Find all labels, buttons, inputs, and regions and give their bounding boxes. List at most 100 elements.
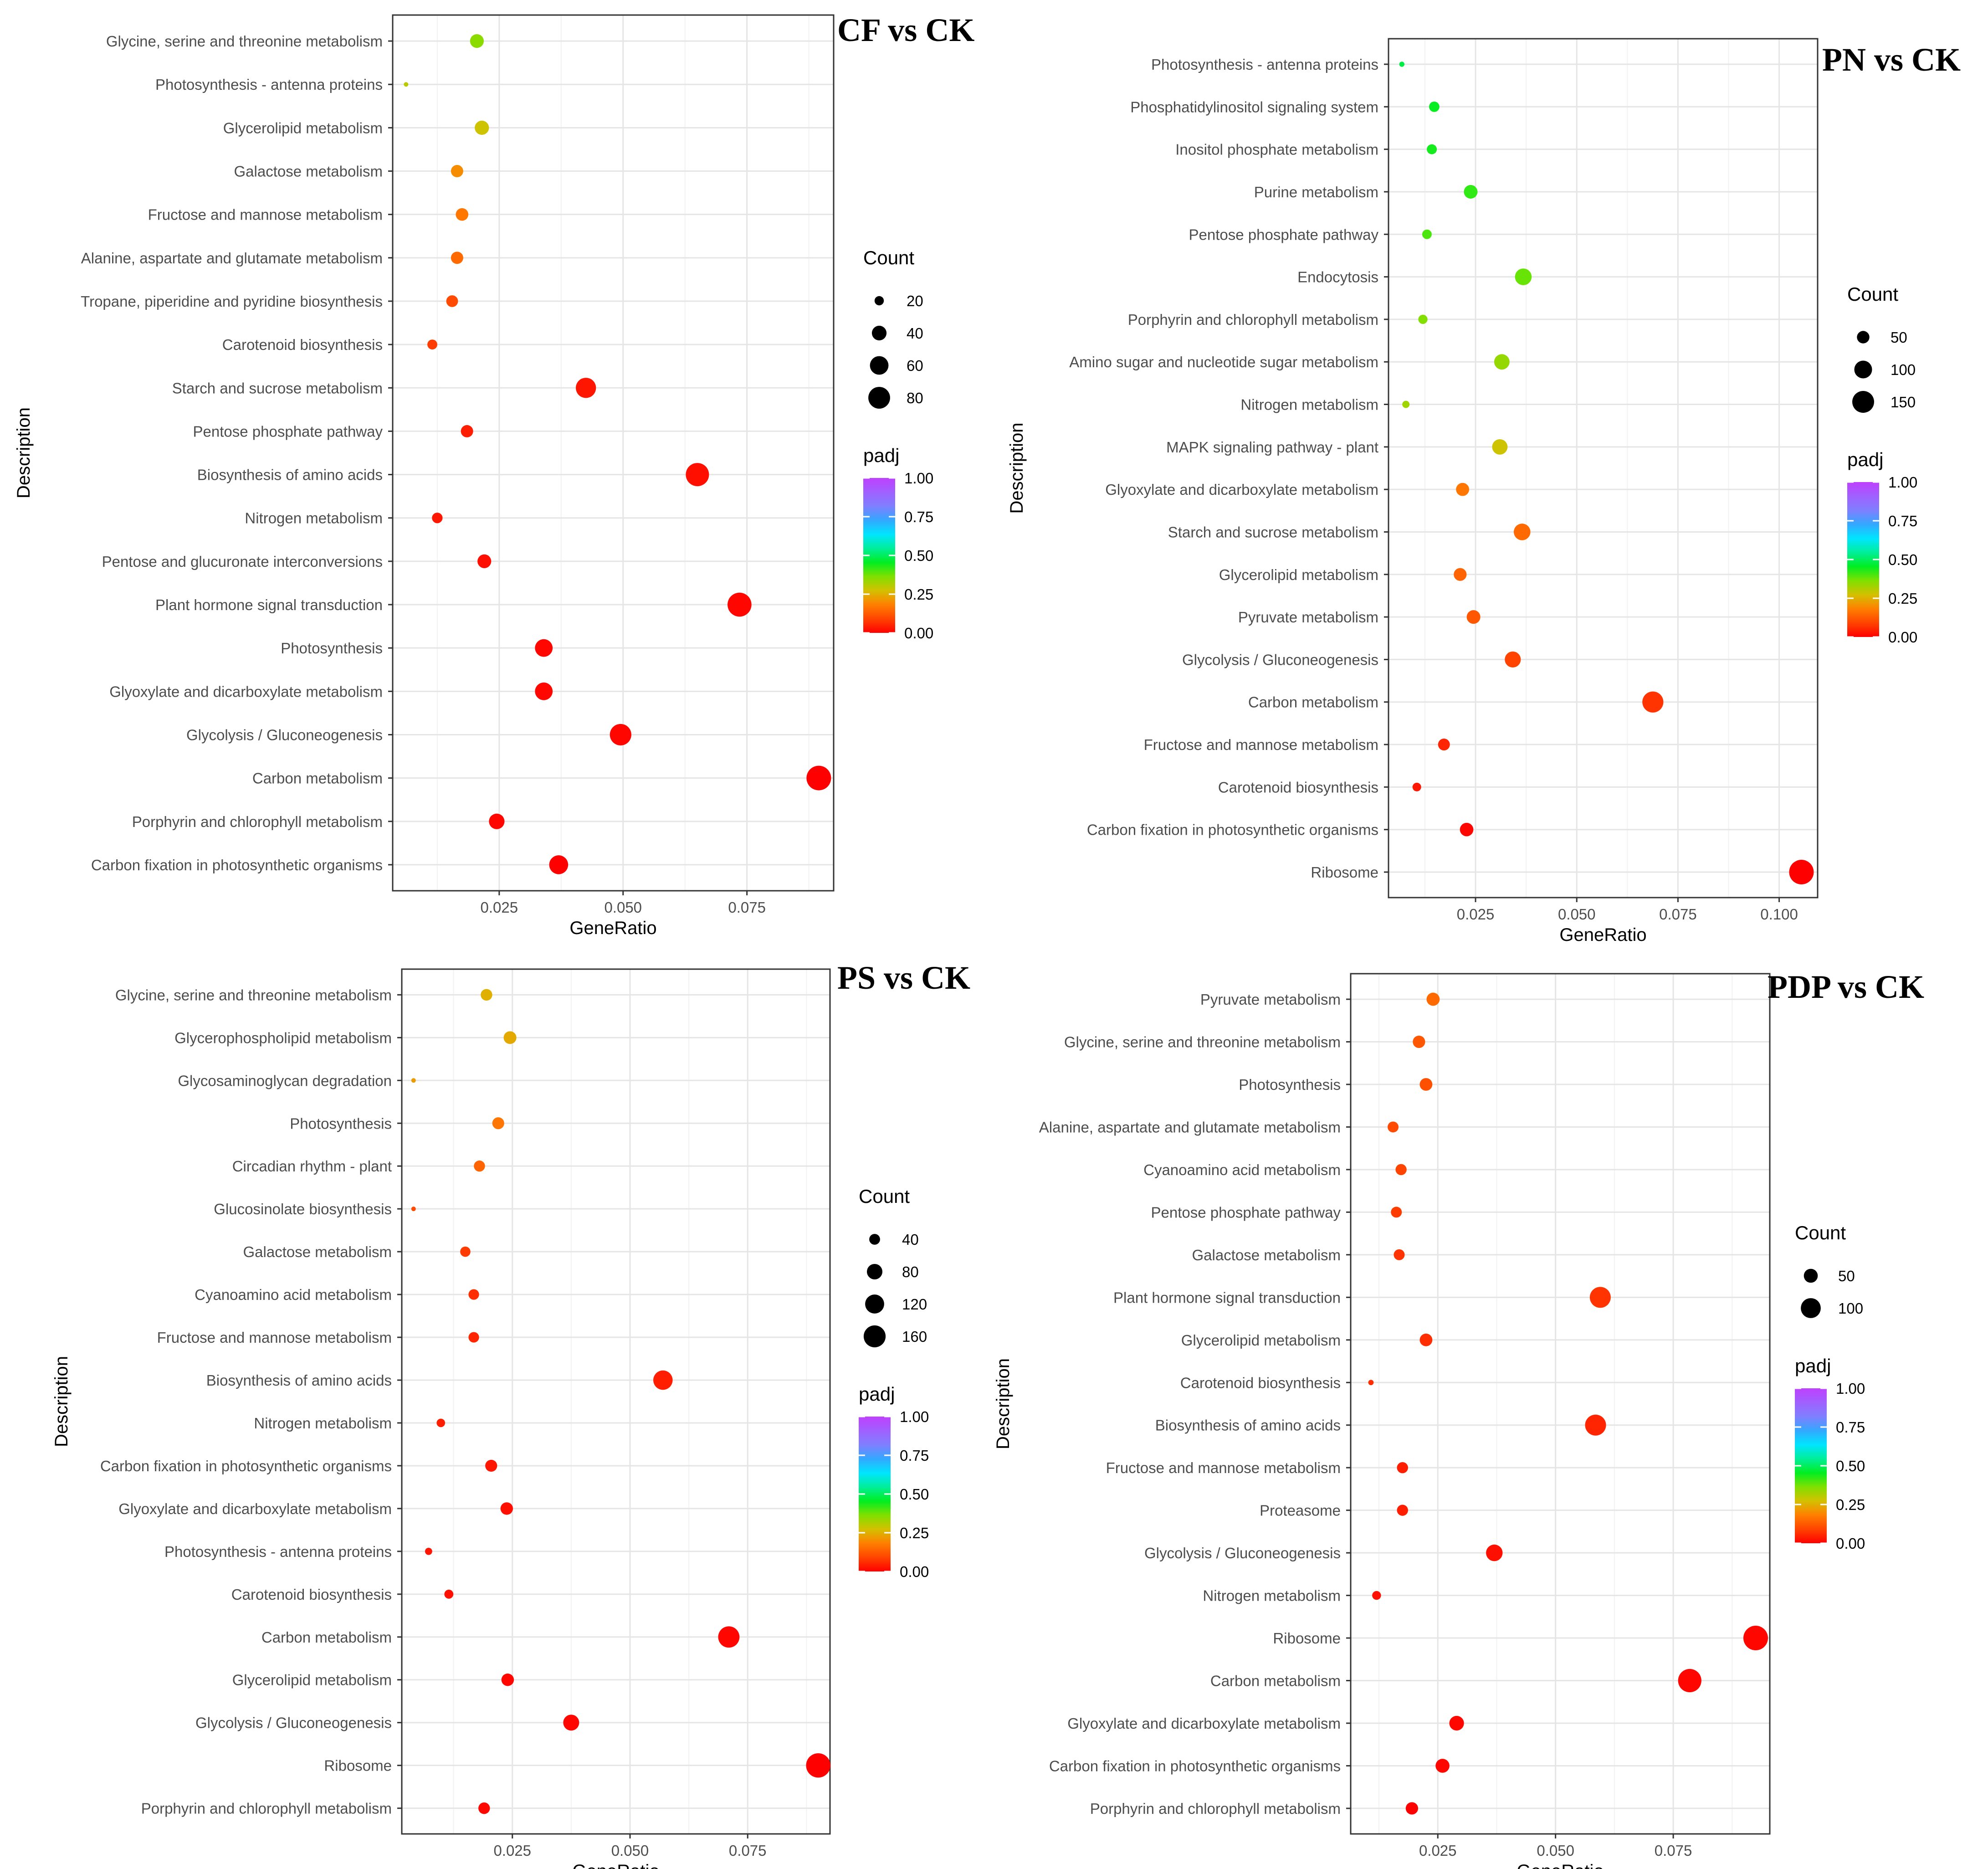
count-legend-dot xyxy=(870,356,889,375)
y-tick-label: Carbon metabolism xyxy=(1210,1673,1341,1689)
data-point xyxy=(1454,568,1467,581)
data-point xyxy=(1394,1249,1405,1260)
y-tick-label: Carotenoid biosynthesis xyxy=(231,1586,392,1603)
x-tick-label: 0.025 xyxy=(1419,1842,1457,1859)
y-tick-label: Phosphatidylinositol signaling system xyxy=(1130,98,1378,115)
data-point xyxy=(468,1289,479,1300)
data-point xyxy=(1395,1164,1407,1176)
data-point xyxy=(475,120,489,135)
data-point xyxy=(1427,144,1437,154)
y-axis-title: Description xyxy=(993,1358,1013,1449)
y-tick-label: Endocytosis xyxy=(1297,269,1378,286)
panel-title: CF vs CK xyxy=(837,12,974,48)
data-point xyxy=(563,1715,579,1731)
padj-legend-label: 1.00 xyxy=(1888,474,1917,491)
count-legend-title: Count xyxy=(1847,283,1898,305)
plot-border xyxy=(1350,973,1771,1835)
data-point xyxy=(1413,1035,1425,1048)
data-point xyxy=(1642,691,1664,713)
count-legend-dot xyxy=(865,1294,884,1314)
y-tick-label: Circadian rhythm - plant xyxy=(232,1158,392,1175)
data-point xyxy=(489,813,505,829)
plot-area xyxy=(393,15,834,891)
y-tick-label: Ribosome xyxy=(1273,1630,1341,1647)
plot-area xyxy=(1351,974,1770,1834)
padj-legend-label: 0.00 xyxy=(904,625,933,642)
data-point xyxy=(404,82,409,87)
y-tick-label: Pentose phosphate pathway xyxy=(193,423,383,440)
y-tick-label: Glycerolipid metabolism xyxy=(223,119,383,136)
y-tick-label: Carbon metabolism xyxy=(252,770,383,787)
y-tick-label: Amino sugar and nucleotide sugar metabol… xyxy=(1069,354,1378,370)
padj-legend-label: 1.00 xyxy=(904,470,933,487)
padj-legend-label: 0.00 xyxy=(1836,1535,1865,1552)
x-tick-label: 0.075 xyxy=(1659,906,1697,923)
padj-legend-label: 0.50 xyxy=(1888,551,1917,568)
data-point xyxy=(653,1370,673,1390)
data-point xyxy=(427,339,437,350)
count-legend-label: 40 xyxy=(907,325,923,342)
panel-title: PS vs CK xyxy=(837,960,970,996)
data-point xyxy=(1492,439,1508,455)
data-point xyxy=(451,252,463,264)
padj-legend-label: 1.00 xyxy=(900,1408,929,1425)
data-point xyxy=(481,989,492,1001)
data-point xyxy=(492,1117,504,1130)
data-point xyxy=(686,463,709,487)
y-tick-label: Glycolysis / Gluconeogenesis xyxy=(1182,651,1378,668)
data-point xyxy=(1460,822,1474,837)
data-point xyxy=(477,554,492,568)
data-point xyxy=(1397,1504,1408,1516)
panel-cf-vs-ck: Glycine, serine and threonine metabolism… xyxy=(14,12,974,938)
data-point xyxy=(503,1031,517,1044)
y-axis-title: Description xyxy=(51,1356,72,1447)
data-point xyxy=(1405,1802,1418,1815)
y-tick-label: Glycerophospholipid metabolism xyxy=(174,1029,392,1046)
y-tick-label: Cyanoamino acid metabolism xyxy=(1143,1161,1341,1178)
y-tick-label: Photosynthesis xyxy=(281,640,383,657)
count-legend-label: 50 xyxy=(1838,1268,1855,1284)
data-point xyxy=(411,1078,416,1083)
count-legend-dot xyxy=(1854,360,1872,379)
y-tick-label: Pyruvate metabolism xyxy=(1238,609,1378,626)
data-point xyxy=(1494,354,1510,370)
y-tick-label: Porphyrin and chlorophyll metabolism xyxy=(1128,311,1378,328)
y-tick-label: Inositol phosphate metabolism xyxy=(1175,141,1378,158)
data-point xyxy=(1456,483,1470,496)
y-tick-label: MAPK signaling pathway - plant xyxy=(1166,439,1378,456)
y-tick-label: Carbon fixation in photosynthetic organi… xyxy=(100,1458,392,1474)
y-tick-label: Galactose metabolism xyxy=(234,163,383,180)
y-tick-label: Glycolysis / Gluconeogenesis xyxy=(195,1715,392,1731)
count-legend-label: 100 xyxy=(1838,1300,1863,1317)
padj-legend-label: 0.50 xyxy=(904,547,933,564)
x-tick-label: 0.075 xyxy=(1655,1842,1692,1859)
y-tick-label: Nitrogen metabolism xyxy=(1203,1587,1341,1604)
x-tick-label: 0.075 xyxy=(729,1842,767,1859)
count-legend-label: 80 xyxy=(907,390,923,406)
panel-pdp-vs-ck: Pyruvate metabolism Glycine, serine and t… xyxy=(993,969,1924,1869)
data-point xyxy=(501,1674,514,1686)
padj-legend-label: 0.25 xyxy=(900,1525,929,1541)
x-tick-label: 0.050 xyxy=(1537,1842,1574,1859)
data-point xyxy=(468,1332,479,1343)
data-point xyxy=(478,1802,490,1814)
padj-legend-label: 0.00 xyxy=(1888,629,1917,646)
data-point xyxy=(1505,651,1521,668)
data-point xyxy=(1589,1287,1611,1308)
data-point xyxy=(474,1160,485,1172)
count-legend-dot xyxy=(869,1234,880,1245)
y-tick-label: Plant hormone signal transduction xyxy=(155,596,383,613)
count-legend-dot xyxy=(874,296,884,306)
y-tick-label: Glycolysis / Gluconeogenesis xyxy=(186,726,383,743)
count-legend-label: 100 xyxy=(1891,361,1916,378)
padj-legend-label: 0.75 xyxy=(904,508,933,525)
data-point xyxy=(575,378,596,398)
data-point xyxy=(461,425,473,437)
y-axis-title: Description xyxy=(14,407,34,498)
y-tick-label: Pentose phosphate pathway xyxy=(1189,226,1379,243)
count-legend-dot xyxy=(867,1264,882,1279)
y-tick-label: Starch and sucrose metabolism xyxy=(172,380,383,396)
count-legend-dot xyxy=(863,1325,886,1348)
y-tick-label: Porphyrin and chlorophyll metabolism xyxy=(141,1800,392,1817)
